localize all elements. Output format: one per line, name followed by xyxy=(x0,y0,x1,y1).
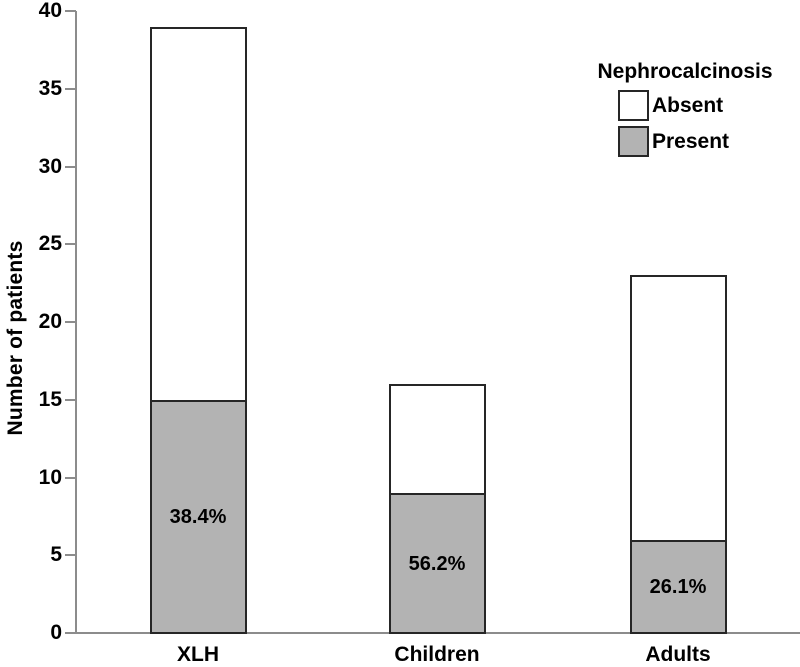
bar-segment-absent-xlh xyxy=(149,27,247,400)
y-tick-mark xyxy=(65,632,76,634)
bar-segment-absent-adults xyxy=(629,275,727,540)
y-tick-label: 40 xyxy=(38,0,62,22)
bar-segment-present-adults xyxy=(629,540,727,634)
y-tick-label: 20 xyxy=(38,310,62,333)
y-tick-mark xyxy=(65,477,76,479)
y-tick-label: 5 xyxy=(50,543,62,566)
legend-rows: Absent Present xyxy=(618,90,729,162)
x-category-label: Children xyxy=(394,643,480,666)
y-tick-mark xyxy=(65,554,76,556)
bar-percent-label: 56.2% xyxy=(408,552,466,575)
legend-title: Nephrocalcinosis xyxy=(597,60,773,83)
y-tick-mark xyxy=(65,399,76,401)
y-axis-line xyxy=(75,11,77,633)
x-category-label: Adults xyxy=(645,643,711,666)
legend-swatch-present xyxy=(618,126,649,157)
y-tick-label: 35 xyxy=(38,77,62,100)
legend-label-present: Present xyxy=(652,129,730,153)
bar-segment-present-children xyxy=(388,493,486,634)
legend-swatch-absent xyxy=(618,90,649,121)
bar-percent-label: 38.4% xyxy=(169,506,227,528)
bar-segment-present-xlh xyxy=(149,400,247,634)
y-tick-label: 10 xyxy=(38,466,62,489)
y-tick-mark xyxy=(65,166,76,168)
y-tick-label: 25 xyxy=(38,232,62,255)
y-tick-mark xyxy=(65,88,76,90)
legend-item-absent: Absent xyxy=(618,90,729,121)
y-tick-label: 30 xyxy=(38,155,62,178)
y-tick-label: 0 xyxy=(50,621,62,644)
bar-segment-absent-children xyxy=(388,384,486,493)
legend-item-present: Present xyxy=(618,126,729,157)
y-tick-label: 15 xyxy=(38,388,62,411)
legend-label-absent: Absent xyxy=(652,93,724,117)
bar-percent-label: 26.1% xyxy=(649,576,707,598)
x-category-label: XLH xyxy=(177,643,219,666)
y-tick-mark xyxy=(65,10,76,12)
y-tick-mark xyxy=(65,321,76,323)
y-tick-mark xyxy=(65,243,76,245)
